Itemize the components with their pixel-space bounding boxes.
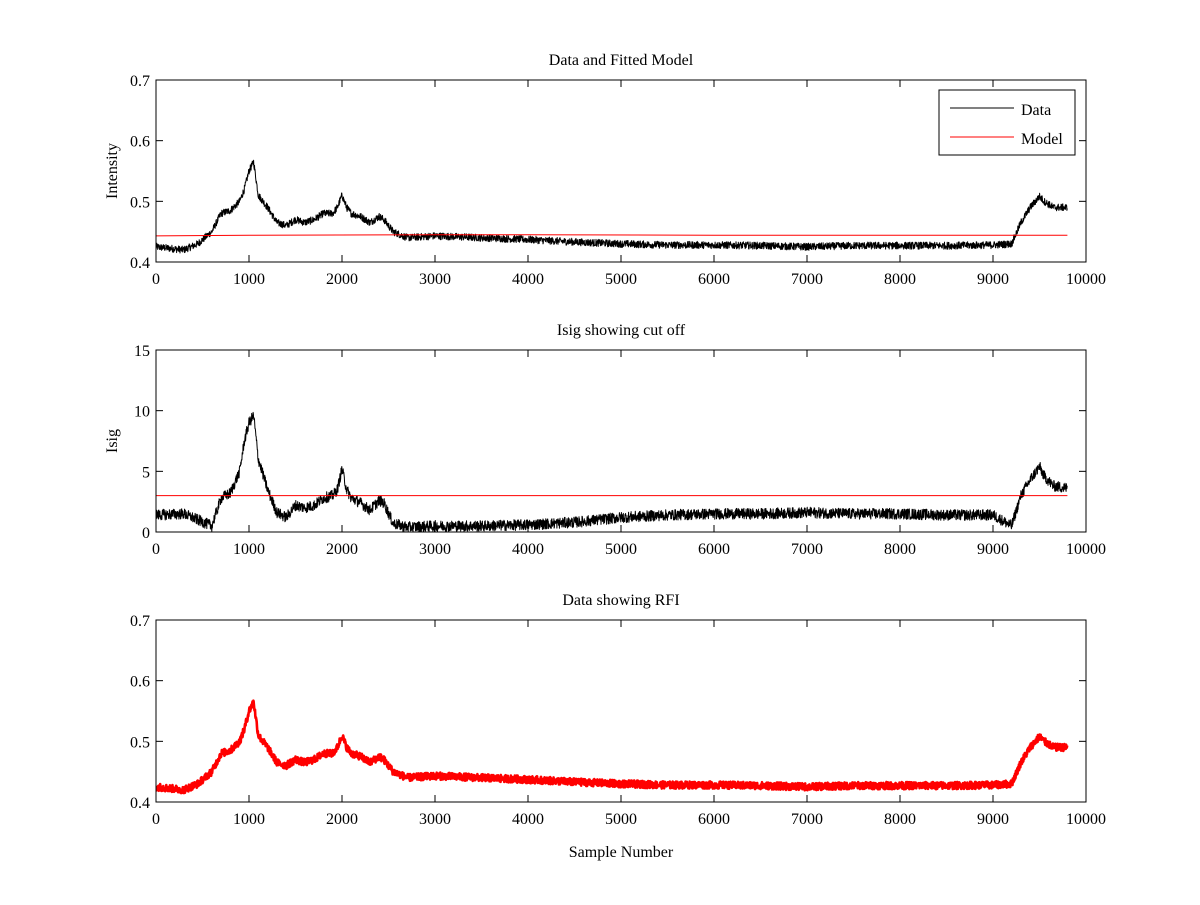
x-tick-label: 6000 bbox=[698, 541, 730, 558]
y-tick-label: 5 bbox=[142, 464, 150, 481]
y-axis-label: Isig bbox=[104, 429, 121, 453]
x-tick-label: 9000 bbox=[977, 541, 1009, 558]
x-tick-label: 4000 bbox=[512, 811, 544, 828]
series-group bbox=[156, 699, 1069, 795]
x-tick-label: 3000 bbox=[419, 811, 451, 828]
x-tick-label: 0 bbox=[152, 271, 160, 288]
legend-label-model: Model bbox=[1021, 131, 1063, 148]
x-tick-label: 2000 bbox=[326, 271, 358, 288]
x-tick-label: 0 bbox=[152, 811, 160, 828]
x-tick-label: 7000 bbox=[791, 541, 823, 558]
legend-box bbox=[938, 89, 1076, 156]
legend: Data Model bbox=[938, 89, 1076, 156]
y-tick-label: 0.6 bbox=[130, 674, 150, 691]
x-tick-label: 5000 bbox=[605, 271, 637, 288]
x-tick-label: 1000 bbox=[233, 811, 265, 828]
chart-panel-3: 0 1000 2000 3000 4000 5000 6000 7000 8000 9000 100… bbox=[130, 592, 1106, 861]
x-axis-label: Sample Number bbox=[569, 844, 674, 861]
y-tick-label: 0.6 bbox=[130, 134, 150, 151]
y-tick-label: 0.7 bbox=[130, 73, 150, 90]
y-tick-label: 0.7 bbox=[130, 613, 150, 630]
x-tick-label: 1000 bbox=[233, 541, 265, 558]
x-tick-label: 7000 bbox=[791, 271, 823, 288]
x-tick-label: 3000 bbox=[419, 271, 451, 288]
x-tick-label: 8000 bbox=[884, 271, 916, 288]
x-tick-label: 1000 bbox=[233, 271, 265, 288]
x-tick-label: 7000 bbox=[791, 811, 823, 828]
chart-title: Data showing RFI bbox=[562, 592, 679, 609]
x-tick-label: 8000 bbox=[884, 541, 916, 558]
y-tick-label: 0.5 bbox=[130, 194, 150, 211]
x-tick-label: 8000 bbox=[884, 811, 916, 828]
y-tick-label: 0.4 bbox=[130, 795, 150, 812]
y-tick-label: 0 bbox=[142, 525, 150, 542]
x-tick-label: 5000 bbox=[605, 541, 637, 558]
y-tick-label: 0.4 bbox=[130, 255, 150, 272]
legend-label-data: Data bbox=[1021, 102, 1051, 119]
chart-title: Isig showing cut off bbox=[557, 322, 686, 339]
x-tick-label: 0 bbox=[152, 541, 160, 558]
chart-title: Data and Fitted Model bbox=[549, 52, 694, 69]
series-line-1 bbox=[156, 411, 1068, 532]
series-group bbox=[156, 159, 1068, 254]
x-tick-label: 2000 bbox=[326, 541, 358, 558]
x-tick-label: 6000 bbox=[698, 271, 730, 288]
chart-panel-2: 0 1000 2000 3000 4000 5000 6000 7000 8000 9000 100… bbox=[104, 322, 1106, 558]
x-tick-label: 6000 bbox=[698, 811, 730, 828]
y-axis-label: Intensity bbox=[104, 143, 121, 199]
x-tick-label: 3000 bbox=[419, 541, 451, 558]
series-line-1 bbox=[156, 699, 1069, 795]
x-tick-label: 10000 bbox=[1066, 271, 1106, 288]
y-tick-label: 0.5 bbox=[130, 734, 150, 751]
series-line-model bbox=[156, 234, 1068, 237]
x-tick-label: 10000 bbox=[1066, 811, 1106, 828]
series-line-data bbox=[156, 159, 1068, 254]
x-tick-label: 9000 bbox=[977, 811, 1009, 828]
y-tick-label: 10 bbox=[134, 404, 150, 421]
series-group bbox=[156, 411, 1068, 532]
x-tick-label: 4000 bbox=[512, 541, 544, 558]
x-tick-label: 4000 bbox=[512, 271, 544, 288]
y-tick-label: 15 bbox=[134, 343, 150, 360]
chart-panel-1: 0 1000 2000 3000 4000 5000 6000 7000 8000 9000 100… bbox=[104, 52, 1106, 288]
x-tick-label: 9000 bbox=[977, 271, 1009, 288]
x-tick-label: 10000 bbox=[1066, 541, 1106, 558]
x-tick-label: 2000 bbox=[326, 811, 358, 828]
x-tick-label: 5000 bbox=[605, 811, 637, 828]
